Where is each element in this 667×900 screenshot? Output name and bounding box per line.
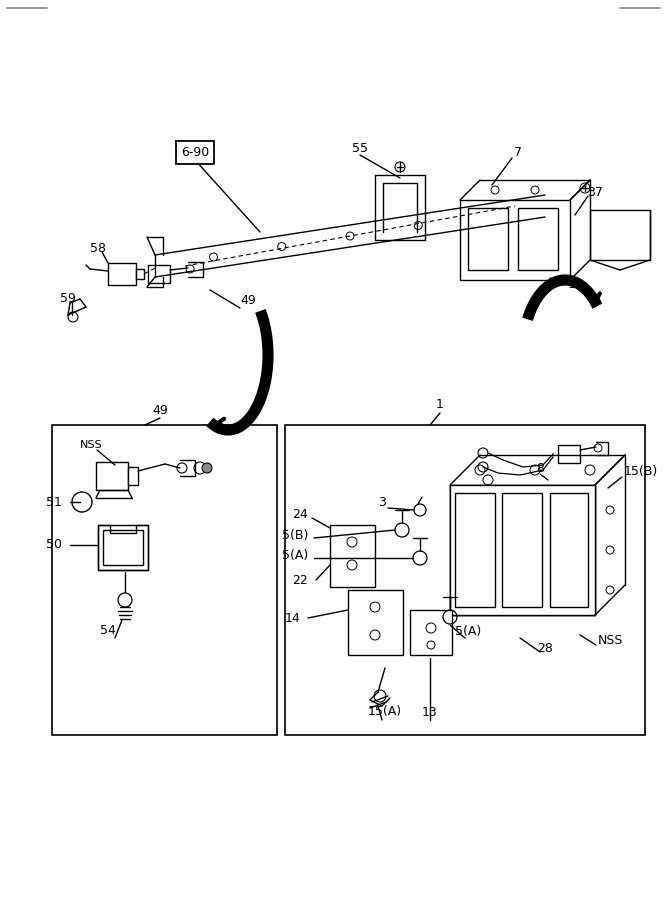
Text: 3: 3 (378, 497, 386, 509)
Bar (285, 425, 645, 735)
Bar (458, 553, 513, 603)
Bar (458, 497, 490, 602)
Text: 5(A): 5(A) (455, 626, 481, 638)
Text: 5(A): 5(A) (281, 548, 308, 562)
Bar (98, 525, 148, 570)
Bar (330, 525, 375, 587)
Text: 28: 28 (537, 642, 553, 654)
Circle shape (202, 463, 212, 473)
Bar (108, 263, 136, 285)
Text: 58: 58 (90, 241, 106, 255)
Text: NSS: NSS (80, 440, 103, 450)
Text: 8: 8 (536, 462, 544, 474)
Text: 6-90: 6-90 (181, 146, 209, 158)
Text: 15(B): 15(B) (624, 465, 658, 479)
Bar (450, 485, 595, 615)
Bar (558, 445, 580, 463)
Bar (530, 495, 585, 545)
Bar (450, 485, 595, 615)
Bar (468, 208, 508, 270)
Bar (410, 610, 452, 655)
Text: 22: 22 (292, 573, 308, 587)
Text: 59: 59 (60, 292, 76, 304)
Text: 37: 37 (587, 186, 603, 200)
Bar (460, 200, 570, 280)
Bar (495, 497, 527, 602)
Text: 14: 14 (284, 611, 300, 625)
Text: 1: 1 (568, 278, 576, 292)
Bar (348, 590, 403, 655)
Bar (502, 493, 542, 607)
Bar (52, 425, 277, 735)
Bar (103, 530, 143, 565)
Text: 49: 49 (152, 403, 168, 417)
Bar (136, 269, 144, 279)
Bar (128, 467, 138, 485)
Bar (96, 462, 128, 490)
Text: 13: 13 (422, 706, 438, 718)
Text: NSS: NSS (598, 634, 624, 646)
Text: 54: 54 (100, 624, 116, 636)
Bar (590, 210, 650, 260)
Bar (458, 495, 513, 545)
Text: 50: 50 (46, 538, 62, 552)
Text: 24: 24 (292, 508, 308, 520)
Text: 1: 1 (436, 399, 444, 411)
Text: 5(B): 5(B) (281, 528, 308, 542)
Text: 51: 51 (46, 496, 62, 508)
Text: 7: 7 (514, 147, 522, 159)
Text: 15(A): 15(A) (368, 706, 402, 718)
Bar (550, 493, 588, 607)
Text: 55: 55 (352, 141, 368, 155)
Bar (450, 485, 595, 615)
Bar (148, 265, 170, 283)
Bar (518, 208, 558, 270)
Text: 49: 49 (240, 293, 256, 307)
Bar (455, 493, 495, 607)
